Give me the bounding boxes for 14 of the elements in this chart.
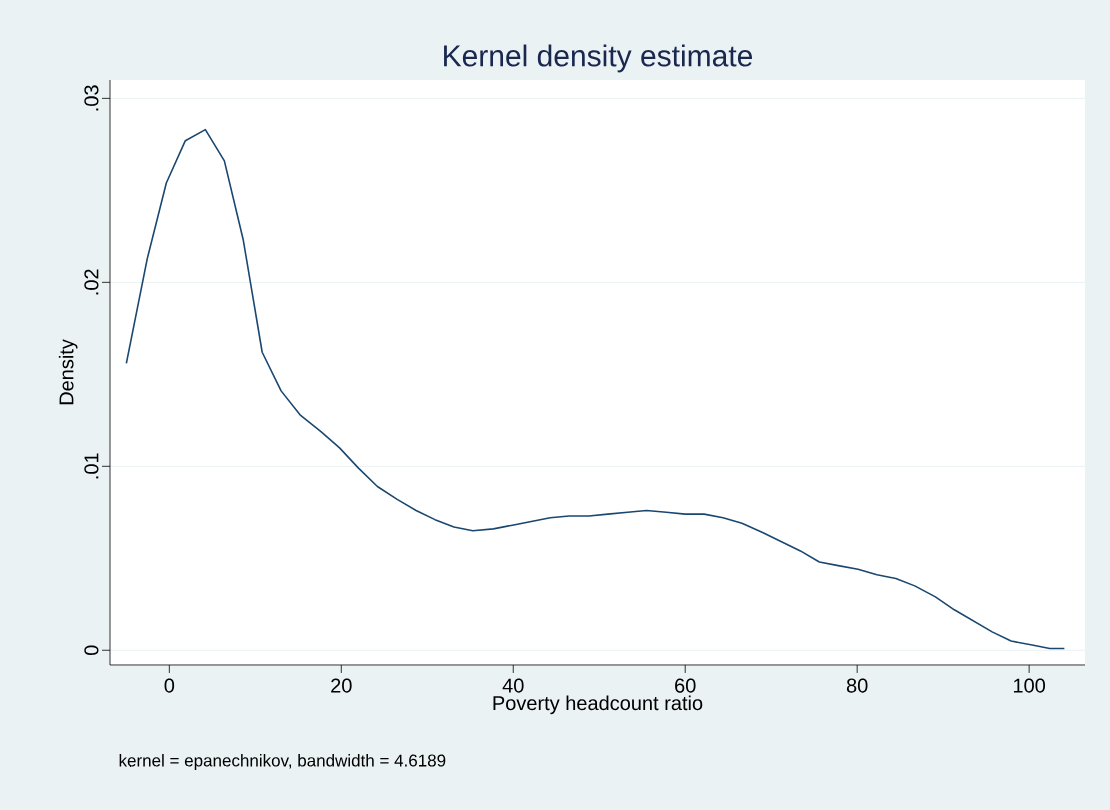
text: kernel = epanechnikov, bandwidth = 4.6189 <box>119 754 446 770</box>
x-tick-label: 60 <box>675 678 696 693</box>
x-tick-label: 100 <box>1013 678 1046 693</box>
x-tick-label: 0 <box>164 678 175 693</box>
x-tick-label: 20 <box>331 678 352 693</box>
chart-title: Kernel density estimate <box>444 44 753 73</box>
x-axis-title: Poverty headcount ratio <box>493 695 703 715</box>
y-tick-label: .03 <box>84 85 99 111</box>
x-tick-label: 80 <box>846 678 868 693</box>
y-tick-label: .01 <box>84 453 99 479</box>
y-tick-label: .02 <box>84 269 99 295</box>
x-tick-label: 40 <box>502 678 524 693</box>
y-tick-label: 0 <box>84 645 99 656</box>
y-axis-title: Density <box>58 339 78 405</box>
